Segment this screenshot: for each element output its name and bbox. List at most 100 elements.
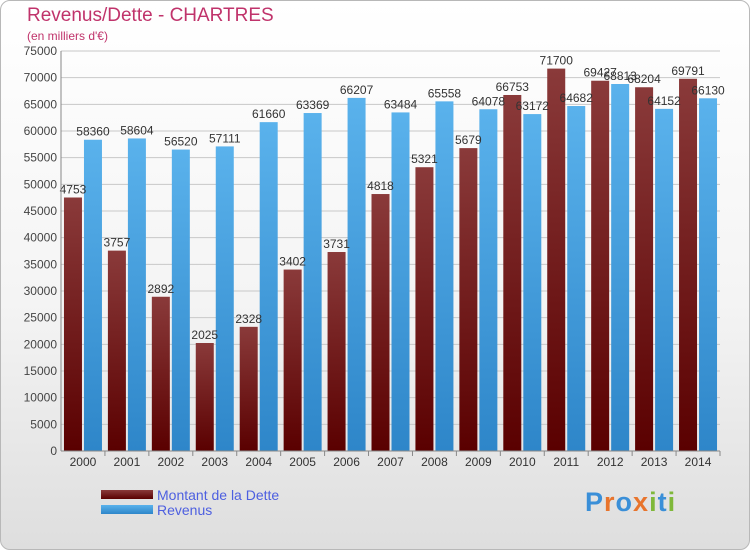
y-tick-label: 30000 [24,284,58,298]
x-tick-label: 2008 [421,455,448,469]
chart-legend: Montant de la Dette Revenus [101,486,280,518]
x-tick-label: 2002 [157,455,184,469]
logo-letter: i [649,487,658,517]
data-label-revenue: 66130 [691,83,725,97]
data-label-debt: 3757 [104,236,131,250]
bar-revenue [435,101,454,451]
bar-debt [327,252,346,451]
data-label-revenue: 64078 [472,94,506,108]
bar-debt [107,250,126,451]
y-tick-label: 75000 [24,44,58,58]
y-tick-label: 25000 [24,311,58,325]
y-tick-label: 60000 [24,124,58,138]
data-label-revenue: 61660 [252,107,286,121]
data-label-revenue: 56520 [164,135,198,149]
data-label-debt: 4818 [367,179,394,193]
bar-debt [239,326,258,451]
logo-letter: i [667,487,677,517]
bar-revenue [699,98,718,451]
legend-item-revenue: Revenus [101,501,279,518]
bar-revenue [83,139,102,451]
data-label-revenue: 63484 [384,97,418,111]
logo-letter: x [633,487,650,517]
y-tick-label: 65000 [24,97,58,111]
bar-revenue [655,108,674,451]
data-label-debt: 3731 [323,237,350,251]
data-label-debt: 71700 [540,54,574,68]
data-label-revenue: 63172 [516,99,550,113]
legend-item-debt: Montant de la Dette [101,486,280,503]
legend-swatch-debt [101,490,153,499]
bar-revenue [127,138,146,452]
x-tick-label: 2011 [553,455,579,469]
bar-revenue [611,83,630,452]
data-label-revenue: 58604 [120,123,154,137]
y-tick-label: 20000 [24,337,58,351]
data-label-revenue: 68813 [603,69,637,83]
data-label-revenue: 64152 [647,94,681,108]
bar-revenue [303,113,322,452]
bar-revenue [259,122,278,451]
data-label-debt: 69427 [583,66,617,80]
y-tick-label: 40000 [24,231,58,245]
data-label-debt: 66753 [496,80,530,94]
y-tick-label: 70000 [24,71,58,85]
data-label-debt: 68204 [627,72,661,86]
bar-debt [195,343,214,451]
bar-debt [591,80,610,452]
x-tick-label: 2000 [70,455,97,469]
data-label-debt: 2025 [191,328,218,342]
data-label-debt: 3402 [279,255,306,269]
chart-subtitle: (en milliers d'€) [27,29,108,43]
data-label-revenue: 66207 [340,83,374,97]
y-tick-label: 35000 [24,257,58,271]
bar-revenue [567,106,586,452]
y-tick-label: 50000 [24,177,58,191]
x-tick-label: 2004 [245,455,272,469]
legend-label-revenue: Revenus [157,501,213,518]
x-tick-label: 2007 [377,455,404,469]
data-label-revenue: 63369 [296,98,330,112]
logo-letter: P [585,487,605,517]
x-tick-label: 2009 [465,455,492,469]
data-label-debt: 69791 [671,64,705,78]
bar-revenue [391,112,410,451]
y-tick-label: 0 [50,444,57,458]
legend-label-debt: Montant de la Dette [157,486,280,503]
data-label-revenue: 57111 [209,131,241,145]
x-tick-label: 2005 [289,455,316,469]
data-label-debt: 5679 [455,133,482,147]
logo-letter: o [615,487,634,517]
bar-debt [371,194,390,452]
bar-debt [503,94,522,451]
x-tick-label: 2013 [641,455,668,469]
logo-letter: t [657,487,668,517]
bar-debt [635,87,654,451]
y-tick-label: 15000 [24,364,58,378]
bar-debt [459,148,478,451]
x-tick-label: 2014 [685,455,712,469]
data-label-debt: 4753 [60,183,87,197]
bar-debt [415,167,434,452]
proxiti-logo: Proxiti [585,487,676,518]
data-label-revenue: 58360 [76,125,110,139]
data-label-debt: 5321 [411,152,438,166]
bar-revenue [479,109,498,451]
x-tick-label: 2010 [509,455,536,469]
bar-debt [547,68,566,451]
logo-letter: r [604,487,616,517]
bar-revenue [523,114,542,451]
y-tick-label: 5000 [30,417,57,431]
bar-revenue [215,146,234,451]
bar-debt [151,296,170,451]
data-label-revenue: 65558 [428,86,462,100]
legend-swatch-revenue [101,505,153,514]
data-label-debt: 2328 [235,312,262,326]
bar-revenue [171,149,190,451]
x-tick-label: 2003 [201,455,228,469]
bar-revenue [347,97,366,452]
bar-debt [679,78,698,451]
y-tick-label: 45000 [24,204,58,218]
